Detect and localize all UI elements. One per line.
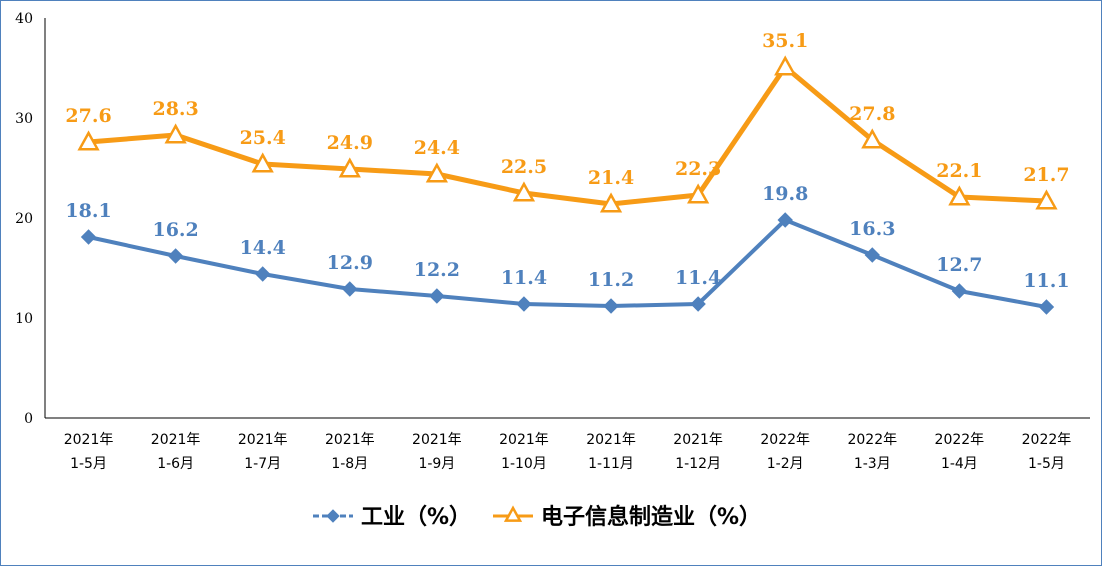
data-label: 25.4: [240, 127, 286, 149]
x-axis-ticks: 2021年 1-5月 2021年 1-6月 2021年 1-7月 2021年 1-8月 2021…: [64, 432, 1072, 472]
data-label: 22.3: [675, 158, 721, 180]
y-tick-label: 40: [15, 11, 33, 27]
data-label: 11.4: [501, 267, 547, 289]
x-tick-label: 2021年 1-5月: [64, 432, 114, 472]
data-point-triangle: [512, 181, 536, 202]
data-point-diamond: [1038, 299, 1055, 315]
data-label: 24.4: [414, 137, 460, 159]
data-point-triangle: [1035, 189, 1058, 210]
data-point-diamond: [516, 296, 532, 312]
data-label: 22.5: [501, 156, 547, 178]
data-point-diamond: [864, 247, 880, 263]
data-point-triangle: [77, 130, 100, 151]
data-point-diamond: [690, 296, 706, 312]
legend-label: 工业（%）: [361, 505, 471, 530]
data-point-triangle: [687, 183, 710, 204]
x-tick-label: 2021年 1-7月: [238, 432, 288, 472]
series-line: [88, 64, 1047, 207]
x-tick-label: 2022年 1-3月: [847, 432, 897, 472]
data-point-triangle: [503, 505, 523, 522]
data-label: 28.3: [152, 98, 198, 120]
data-label: 27.8: [849, 103, 895, 125]
data-label: 19.8: [762, 183, 808, 205]
x-tick-label: 2021年 1-9月: [412, 432, 462, 472]
data-point-triangle: [861, 128, 884, 149]
axes: [44, 18, 1090, 419]
series-2: 27.6 28.3 25.4 24.9 24.4 22.5 21.4 22.3 35.1 27.8…: [65, 30, 1070, 213]
data-point-diamond: [429, 288, 445, 304]
data-label: 21.4: [588, 167, 634, 189]
data-point-triangle: [164, 123, 187, 144]
data-label: 16.3: [849, 218, 895, 240]
x-tick-label: 2022年 1-5月: [1022, 432, 1072, 472]
data-point-triangle: [774, 55, 797, 76]
data-label: 18.1: [65, 200, 111, 222]
data-label: 27.6: [65, 105, 111, 127]
data-point-diamond: [777, 212, 793, 228]
x-tick-label: 2022年 1-4月: [935, 432, 985, 472]
series-1: 18.1 16.2 14.4 12.9 12.2 11.4 11.2 11.4 19.8 16.3…: [65, 183, 1070, 315]
x-tick-label: 2021年 1-11月: [586, 432, 636, 472]
x-tick-label: 2021年 1-10月: [499, 432, 549, 472]
legend-label: 电子信息制造业（%）: [541, 504, 761, 530]
data-point-diamond: [167, 248, 184, 264]
y-tick-label: 20: [15, 211, 33, 227]
data-label: 22.1: [936, 160, 982, 182]
data-point-diamond: [326, 509, 340, 523]
data-point-triangle: [251, 152, 274, 173]
data-point-triangle: [338, 157, 361, 178]
x-tick-label: 2021年 1-12月: [673, 432, 723, 472]
data-label: 24.9: [327, 132, 373, 154]
data-label: 16.2: [152, 219, 198, 241]
data-label: 12.2: [414, 259, 460, 281]
data-point-diamond: [80, 229, 97, 245]
data-point-diamond: [255, 266, 271, 282]
legend-item-2: 电子信息制造业（%）: [493, 504, 761, 530]
legend: 工业（%） 电子信息制造业（%）: [313, 504, 761, 530]
data-point-triangle: [425, 162, 448, 183]
x-tick-label: 2022年 1-2月: [760, 432, 810, 472]
y-tick-label: 10: [15, 311, 33, 327]
data-label: 11.2: [588, 269, 634, 291]
x-tick-label: 2021年 1-6月: [151, 432, 201, 472]
series-layer: 18.1 16.2 14.4 12.9 12.2 11.4 11.2 11.4 19.8 16.3…: [65, 30, 1070, 315]
data-label: 12.7: [936, 254, 982, 276]
data-label: 11.4: [675, 267, 721, 289]
data-label: 12.9: [327, 252, 373, 274]
data-label: 35.1: [762, 30, 808, 52]
data-point-diamond: [342, 281, 358, 297]
series-line: [88, 218, 1047, 309]
y-tick-label: 30: [15, 111, 33, 127]
data-point-triangle: [599, 192, 623, 213]
data-point-diamond: [603, 298, 619, 314]
data-label: 14.4: [240, 237, 286, 259]
data-point-triangle: [948, 185, 971, 206]
x-tick-label: 2021年 1-8月: [325, 432, 375, 472]
data-point-diamond: [951, 283, 968, 299]
y-axis-ticks: 0 10 20 30 40: [15, 11, 33, 427]
legend-item-1: 工业（%）: [313, 505, 471, 530]
data-label: 21.7: [1023, 164, 1069, 186]
data-label: 11.1: [1023, 270, 1069, 292]
y-tick-label: 0: [24, 411, 33, 427]
